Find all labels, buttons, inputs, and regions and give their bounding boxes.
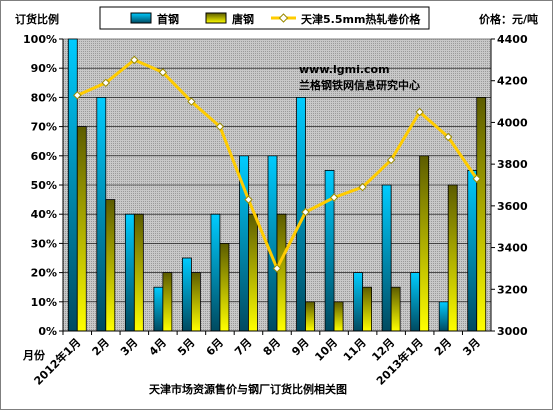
y2-tick-label: 3000	[497, 325, 528, 338]
x-tick-label: 3月	[118, 336, 140, 358]
x-tick-label: 3月	[460, 336, 482, 358]
x-axis-label: 月份	[22, 348, 46, 362]
x-tick-label: 11月	[341, 336, 369, 364]
x-tick-label: 8月	[261, 336, 283, 358]
y2-tick-label: 4200	[497, 75, 528, 88]
y-tick-label: 90%	[31, 62, 57, 75]
legend-label-tanggang: 唐钢	[232, 12, 254, 26]
y-tick-label: 100%	[23, 33, 57, 46]
bar-shougang	[438, 301, 449, 332]
y-tick-label: 0%	[38, 325, 57, 338]
y-tick-label: 20%	[31, 267, 57, 280]
price-point	[386, 155, 396, 165]
price-point	[443, 132, 453, 142]
bar-tanggang	[362, 286, 373, 332]
y-axis-label: 订货比例	[15, 12, 59, 26]
price-point	[158, 68, 168, 77]
bar-tanggang	[219, 242, 230, 332]
x-tick-label: 5月	[175, 336, 197, 358]
y-tick-label: 40%	[31, 208, 57, 221]
bar-shougang	[467, 169, 478, 332]
y-tick-label: 50%	[31, 179, 57, 192]
bar-tanggang	[390, 286, 401, 332]
bar-shougang	[210, 213, 221, 332]
bar-tanggang	[333, 301, 344, 332]
x-tick-label: 7月	[232, 336, 254, 358]
y2-tick-label: 3200	[497, 283, 528, 296]
legend-marker-price	[278, 13, 289, 23]
y2-tick-label: 4000	[497, 116, 528, 129]
x-tick-label: 2月	[90, 336, 112, 358]
y2-tick-label: 3400	[497, 242, 528, 255]
bar-shougang	[67, 38, 78, 332]
y-tick-label: 80%	[31, 91, 57, 104]
bar-tanggang	[133, 213, 144, 332]
bar-tanggang	[248, 213, 258, 332]
bar-tanggang	[447, 184, 458, 332]
y2-axis-label: 价格：元/吨	[479, 12, 538, 26]
y-tick-label: 70%	[31, 121, 57, 134]
bar-shougang	[381, 184, 392, 332]
bar-tanggang	[105, 199, 116, 332]
legend-label-shougang: 首钢	[157, 12, 179, 26]
bar-shougang	[96, 97, 107, 332]
bar-shougang	[410, 272, 421, 332]
x-tick-label: 4月	[147, 336, 169, 358]
x-tick-label: 6月	[204, 336, 226, 358]
price-point	[130, 55, 139, 65]
bar-tanggang	[476, 97, 487, 332]
bar-shougang	[181, 257, 192, 332]
price-point	[272, 264, 282, 273]
legend: 首钢 唐钢 天津5.5mm热轧卷价格	[99, 6, 430, 30]
bar-shougang	[153, 286, 164, 332]
price-point	[244, 195, 253, 204]
y-tick-label: 30%	[31, 237, 57, 250]
y-tick-label: 60%	[31, 150, 57, 163]
bar-tanggang	[76, 126, 87, 332]
bar-shougang	[353, 272, 364, 332]
bar-tanggang	[305, 301, 315, 332]
bar-tanggang	[190, 272, 201, 332]
bar-shougang	[267, 155, 278, 332]
price-point	[301, 207, 310, 217]
bar-layer	[67, 38, 487, 332]
y2-tick-label: 4400	[497, 33, 528, 46]
price-point	[101, 78, 111, 88]
y2-tick-label: 3600	[497, 200, 528, 213]
y2-tick-label: 3800	[497, 158, 528, 171]
price-point	[415, 107, 424, 117]
price-point	[358, 182, 367, 192]
chart-title: 天津市场资源售价与钢厂订货比例相关图	[149, 382, 347, 396]
y-tick-label: 10%	[31, 296, 57, 309]
bar-tanggang	[419, 155, 430, 332]
price-point	[187, 97, 196, 106]
line-layer	[73, 55, 481, 273]
price-point	[472, 174, 481, 183]
bar-tanggang	[276, 213, 287, 332]
price-point	[329, 193, 339, 202]
x-tick-label: 2月	[432, 336, 454, 358]
watermark-url: www.lgmi.com	[299, 63, 390, 76]
bar-shougang	[324, 169, 335, 332]
x-tick-label: 9月	[289, 336, 311, 358]
watermark-org: 兰格钢铁网信息研究中心	[299, 78, 420, 92]
legend-swatch-shougang	[130, 12, 152, 24]
bar-tanggang	[162, 272, 173, 332]
legend-swatch-tanggang	[205, 12, 227, 24]
bar-shougang	[124, 213, 135, 332]
x-tick-label: 10月	[312, 336, 340, 364]
price-point	[215, 122, 225, 131]
price-point	[73, 91, 82, 100]
legend-label-price: 天津5.5mm热轧卷价格	[301, 12, 421, 26]
